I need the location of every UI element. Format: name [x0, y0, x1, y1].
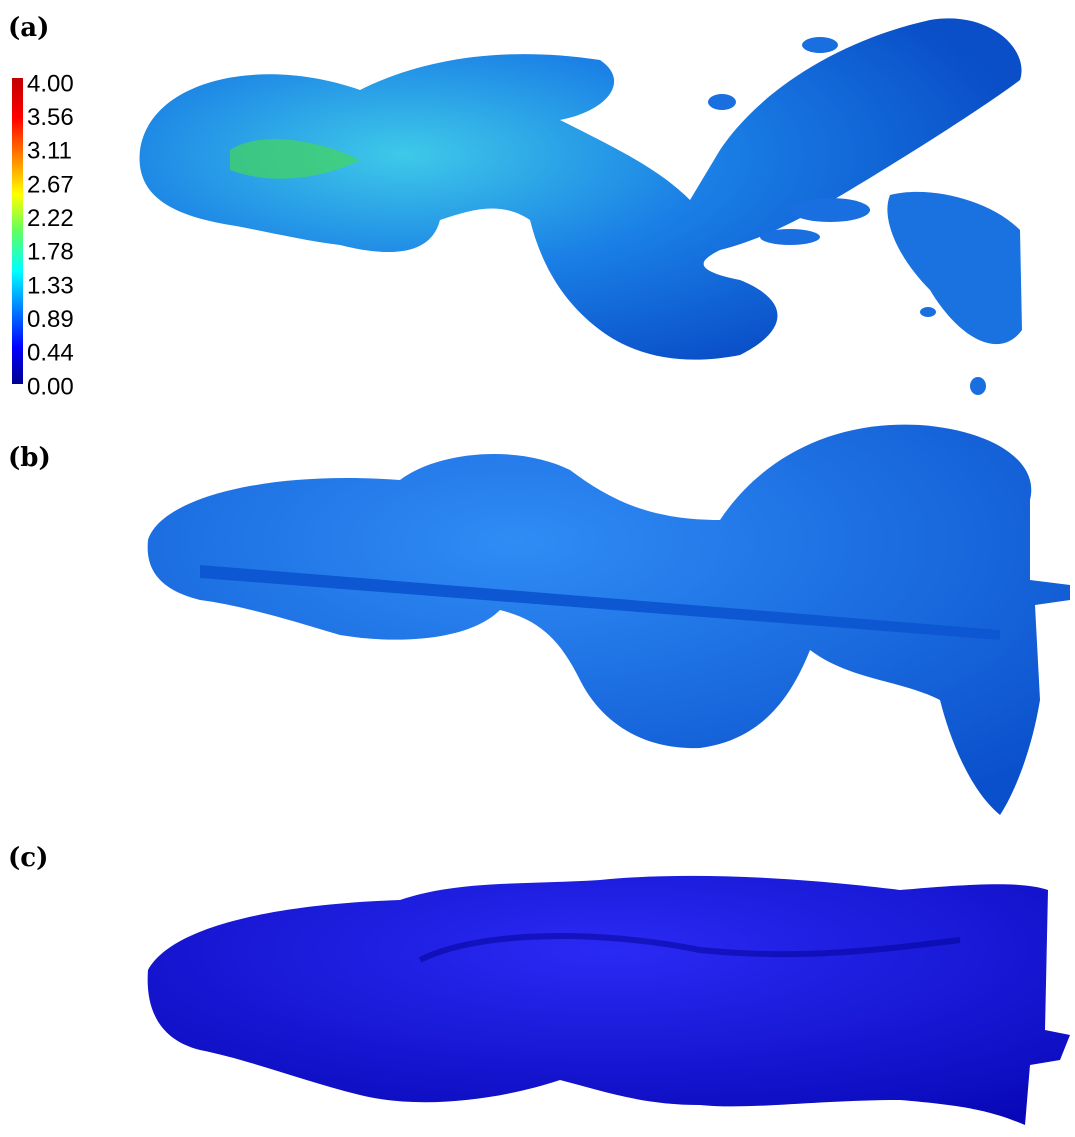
- colorbar-tick-label: 0.44: [27, 340, 74, 367]
- colorbar-tick-label: 1.78: [27, 239, 74, 266]
- panel-label: (c): [8, 843, 48, 873]
- colorbar-tick-label: 1.33: [27, 272, 74, 299]
- panel-label: (b): [8, 443, 51, 473]
- colorbar-tick-label: 3.11: [27, 138, 72, 165]
- colorbar-ticks: 4.00 3.56 3.11 2.67 2.22 1.78 1.33 0.89 0.44 0.00: [27, 70, 74, 400]
- page: {"panels":[{"label":"(a)"},{"label":"(b)…: [0, 0, 1075, 1137]
- colorbar-tick-label: 2.67: [27, 171, 74, 198]
- colorbar-tick-label: 3.56: [27, 104, 74, 131]
- isosurface-a: [140, 18, 1022, 395]
- isosurface-c: [148, 876, 1070, 1125]
- isosurface-b: [148, 425, 1070, 815]
- colorbar-tick-label: 0.89: [27, 306, 74, 333]
- panel-label: (a): [8, 13, 49, 43]
- colorbar: [12, 78, 23, 384]
- colorbar-tick-label: 2.22: [27, 205, 74, 232]
- colorbar-tick-label: 4.00: [27, 70, 74, 97]
- figure: (a) (b) (c) 4.00 3.56 3.11 2.67 2.22 1.78 1.33…: [0, 0, 1075, 1137]
- colorbar-tick-label: 0.00: [27, 373, 74, 400]
